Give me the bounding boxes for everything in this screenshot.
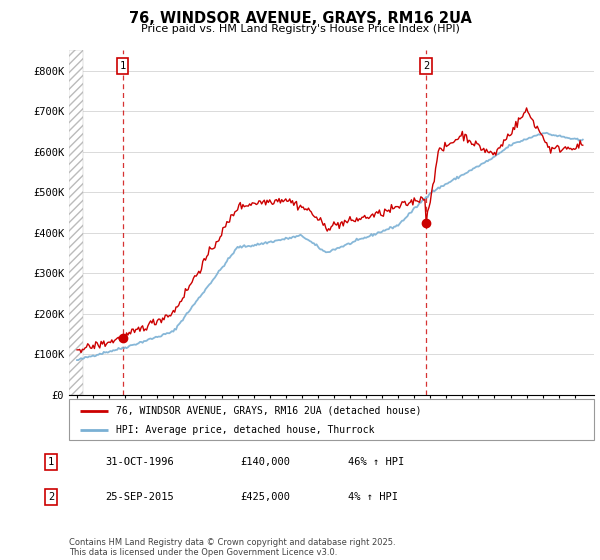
FancyBboxPatch shape <box>69 399 594 440</box>
Text: £425,000: £425,000 <box>240 492 290 502</box>
Polygon shape <box>69 50 83 395</box>
Text: 31-OCT-1996: 31-OCT-1996 <box>105 457 174 467</box>
Text: £140,000: £140,000 <box>240 457 290 467</box>
Text: 46% ↑ HPI: 46% ↑ HPI <box>348 457 404 467</box>
Text: 1: 1 <box>48 457 54 467</box>
Text: 76, WINDSOR AVENUE, GRAYS, RM16 2UA (detached house): 76, WINDSOR AVENUE, GRAYS, RM16 2UA (det… <box>116 405 422 416</box>
Text: 2: 2 <box>423 61 430 71</box>
Text: 25-SEP-2015: 25-SEP-2015 <box>105 492 174 502</box>
Text: Price paid vs. HM Land Registry's House Price Index (HPI): Price paid vs. HM Land Registry's House … <box>140 24 460 34</box>
Text: Contains HM Land Registry data © Crown copyright and database right 2025.
This d: Contains HM Land Registry data © Crown c… <box>69 538 395 557</box>
Text: 76, WINDSOR AVENUE, GRAYS, RM16 2UA: 76, WINDSOR AVENUE, GRAYS, RM16 2UA <box>128 11 472 26</box>
Text: 1: 1 <box>119 61 125 71</box>
Text: 4% ↑ HPI: 4% ↑ HPI <box>348 492 398 502</box>
Text: HPI: Average price, detached house, Thurrock: HPI: Average price, detached house, Thur… <box>116 426 375 435</box>
Text: 2: 2 <box>48 492 54 502</box>
